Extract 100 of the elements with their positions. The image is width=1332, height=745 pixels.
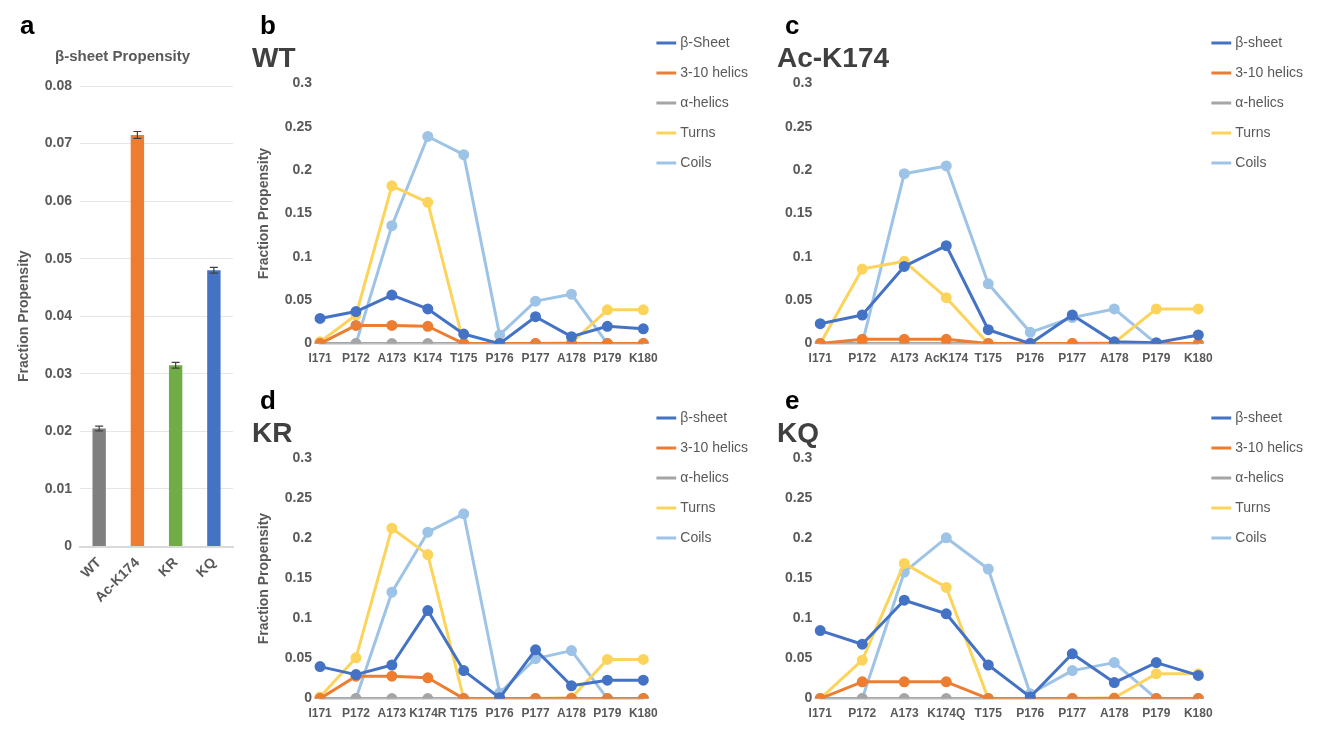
x-tick-label: A178 (1099, 351, 1129, 366)
y-tick-label: 0.2 (792, 529, 813, 546)
chart-title: KR (252, 416, 293, 448)
x-tick-label: P172 (848, 351, 877, 366)
y-axis-title: Fraction Propensity (255, 147, 272, 280)
y-tick-label: 0.01 (44, 479, 73, 496)
legend-label: Turns (680, 498, 716, 515)
y-tick-label: 0.1 (792, 247, 813, 264)
y-tick-label: 0.15 (785, 204, 813, 221)
legend-label: Turns (1235, 123, 1271, 140)
y-tick-label: 0.07 (44, 134, 73, 151)
legend-label: Turns (1235, 498, 1271, 515)
y-tick-label: 0.25 (785, 117, 813, 134)
x-tick-label: AcK174 (924, 351, 969, 366)
x-tick-label: P179 (1142, 351, 1171, 366)
y-tick-label: 0.25 (284, 489, 313, 506)
legend-label: β-sheet (680, 408, 728, 425)
x-tick-label: I171 (808, 706, 833, 721)
y-tick-label: 0.1 (292, 609, 313, 626)
x-tick-label: K174Q (927, 706, 966, 721)
legend-label: 3-10 helics (1235, 63, 1303, 80)
legend-label: β-sheet (1235, 33, 1283, 50)
y-tick-label: 0.2 (292, 529, 313, 546)
y-tick-label: 0.05 (284, 291, 313, 308)
y-tick-label: 0.3 (292, 449, 313, 466)
legend-label: β-Sheet (680, 33, 730, 50)
y-tick-label: 0.05 (785, 291, 813, 308)
x-tick-label: P179 (593, 706, 622, 721)
chart-title: WT (252, 41, 296, 73)
x-tick-label: A178 (557, 706, 587, 721)
x-tick-label: P177 (521, 351, 550, 366)
chart-title: β-sheet Propensity (54, 47, 191, 65)
y-tick-label: 0 (804, 334, 813, 351)
x-tick-label: T175 (450, 706, 478, 721)
y-tick-label: 0.05 (284, 649, 313, 666)
y-axis-title: Fraction Propensity (255, 512, 272, 645)
x-tick-label: T175 (450, 351, 478, 366)
x-tick-label: P172 (848, 706, 877, 721)
x-tick-label: A173 (377, 351, 407, 366)
legend-label: 3-10 helics (1235, 438, 1303, 455)
legend-label: α-helics (1235, 93, 1284, 110)
legend-label: Coils (680, 153, 712, 170)
x-tick-label: I171 (808, 351, 833, 366)
legend-label: 3-10 helics (680, 63, 748, 80)
text: c (785, 10, 800, 41)
x-tick-label: T175 (974, 351, 1003, 366)
x-tick-label: K180 (1183, 706, 1213, 721)
text: b (260, 10, 276, 41)
x-tick-label: P177 (1058, 351, 1087, 366)
x-tick-label: P179 (1142, 706, 1171, 721)
x-tick-label: I171 (308, 706, 333, 721)
x-tick-label: A173 (889, 351, 919, 366)
y-tick-label: 0.03 (44, 364, 73, 381)
x-tick-label: A173 (889, 706, 919, 721)
y-tick-label: 0.15 (284, 569, 313, 586)
chart-title: KQ (777, 416, 819, 448)
y-tick-label: 0.3 (792, 74, 813, 91)
x-tick-label: K180 (628, 706, 658, 721)
y-tick-label: 0 (304, 334, 313, 351)
y-tick-label: 0.2 (792, 161, 813, 178)
y-tick-label: 0.06 (44, 191, 73, 208)
y-tick-label: 0 (804, 689, 813, 706)
y-tick-label: 0 (304, 689, 313, 706)
x-tick-label: P176 (1016, 351, 1045, 366)
x-tick-label: P176 (485, 351, 514, 366)
x-tick-label: A178 (557, 351, 587, 366)
x-tick-label: P177 (521, 706, 550, 721)
y-tick-label: 0.1 (792, 609, 813, 626)
x-tick-label: P176 (1016, 706, 1045, 721)
text: e (785, 385, 800, 416)
y-tick-label: 0.15 (284, 204, 313, 221)
y-tick-label: 0.08 (44, 76, 73, 93)
x-tick-label: T175 (974, 706, 1003, 721)
legend-label: Coils (1235, 528, 1267, 545)
legend-label: α-helics (680, 468, 729, 485)
text: a (20, 10, 35, 41)
x-tick-label: P172 (341, 706, 371, 721)
x-tick-label: P172 (341, 351, 371, 366)
y-tick-label: 0.2 (292, 161, 313, 178)
x-tick-label: K174R (409, 706, 447, 721)
legend-label: α-helics (1235, 468, 1284, 485)
x-tick-label: K180 (628, 351, 658, 366)
x-tick-label: P177 (1058, 706, 1087, 721)
y-tick-label: 0.02 (44, 422, 73, 439)
chart-title: Ac-K174 (777, 41, 890, 73)
y-tick-label: 0.15 (785, 569, 813, 586)
y-tick-label: 0 (64, 537, 73, 554)
y-tick-label: 0.1 (292, 247, 313, 264)
x-tick-label: P179 (593, 351, 622, 366)
y-tick-label: 0.3 (792, 449, 813, 466)
x-tick-label: K180 (1183, 351, 1213, 366)
y-axis-title: Fraction Propensity (15, 250, 32, 382)
legend-label: 3-10 helics (680, 438, 748, 455)
y-tick-label: 0.05 (44, 249, 73, 266)
y-tick-label: 0.04 (44, 307, 73, 324)
legend-label: Turns (680, 123, 716, 140)
x-tick-label: A178 (1099, 706, 1129, 721)
legend-label: α-helics (680, 93, 729, 110)
x-tick-label: I171 (308, 351, 333, 366)
x-tick-label: A173 (377, 706, 407, 721)
